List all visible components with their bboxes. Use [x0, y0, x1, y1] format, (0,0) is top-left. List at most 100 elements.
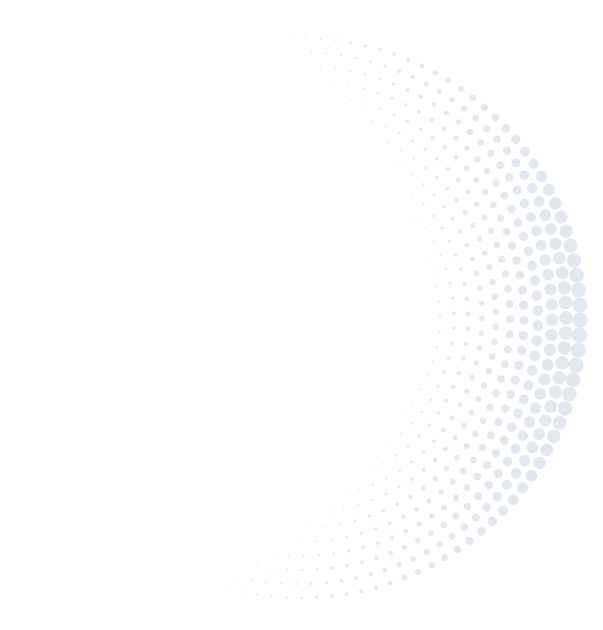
halftone-dot	[511, 158, 521, 168]
halftone-dot	[406, 445, 410, 448]
halftone-dot	[347, 549, 351, 553]
halftone-dot	[502, 456, 513, 467]
halftone-dot	[319, 37, 322, 40]
halftone-dot	[523, 379, 534, 391]
halftone-dot	[397, 69, 401, 73]
halftone-dot	[473, 201, 480, 208]
halftone-dot	[270, 595, 273, 598]
halftone-dot	[501, 124, 511, 133]
halftone-dot	[358, 489, 360, 492]
halftone-dot	[456, 370, 461, 376]
halftone-dot	[391, 82, 396, 86]
halftone-dot	[410, 173, 414, 176]
halftone-dot	[464, 242, 470, 248]
halftone-dot	[472, 430, 479, 438]
halftone-dot	[539, 209, 551, 221]
halftone-dot	[465, 311, 471, 316]
halftone-dot	[519, 455, 531, 467]
halftone-dot	[452, 311, 456, 315]
halftone-dot	[343, 493, 346, 496]
halftone-dot	[401, 412, 404, 415]
halftone-dot	[415, 537, 421, 544]
halftone-dot	[431, 439, 436, 444]
halftone-dot	[469, 256, 475, 262]
halftone-dot	[498, 255, 506, 263]
halftone-dot	[424, 227, 427, 230]
halftone-dot	[510, 443, 521, 454]
halftone-dot	[533, 456, 546, 470]
halftone-dot	[453, 454, 460, 461]
halftone-dot	[464, 145, 470, 152]
halftone-dot	[468, 409, 475, 416]
halftone-dot	[519, 170, 530, 181]
halftone-dot	[498, 505, 509, 516]
halftone-dot	[417, 434, 421, 438]
halftone-dot	[535, 239, 547, 251]
halftone-dot	[430, 135, 435, 140]
halftone-dot	[406, 57, 411, 62]
halftone-dot	[454, 197, 459, 203]
halftone-dot	[432, 476, 438, 482]
halftone-dot	[265, 580, 268, 583]
halftone-dot	[439, 253, 442, 256]
halftone-dot	[419, 63, 425, 69]
halftone-dot	[371, 483, 374, 486]
halftone-dot	[437, 300, 441, 303]
halftone-dot	[395, 502, 400, 506]
halftone-dot	[469, 456, 477, 464]
halftone-dot	[505, 330, 514, 339]
halftone-dot	[473, 472, 482, 481]
halftone-dot	[324, 525, 327, 528]
halftone-dot	[447, 239, 452, 243]
halftone-dot	[489, 278, 496, 286]
halftone-dot	[513, 218, 523, 228]
halftone-dot	[423, 548, 430, 556]
halftone-dot	[347, 84, 350, 86]
halftone-dot	[368, 572, 373, 577]
halftone-dot	[440, 226, 444, 230]
halftone-dot	[441, 504, 448, 511]
halftone-dot	[473, 176, 480, 183]
halftone-dot	[524, 416, 535, 428]
halftone-dot	[405, 88, 410, 92]
halftone-dot	[531, 290, 543, 301]
halftone-dot	[480, 103, 489, 111]
halftone-dot	[514, 360, 524, 370]
halftone-dot	[449, 478, 456, 486]
halftone-dot	[396, 562, 402, 568]
halftone-dot	[342, 508, 345, 511]
halftone-dot	[555, 266, 569, 280]
halftone-dot	[453, 154, 459, 160]
halftone-dot	[445, 77, 451, 84]
halftone-dot	[388, 550, 393, 556]
halftone-dot	[432, 214, 435, 218]
halftone-dot	[387, 521, 392, 526]
halftone-dot	[376, 91, 380, 95]
halftone-dot	[519, 300, 529, 310]
halftone-dot	[300, 541, 303, 543]
halftone-dot	[500, 191, 509, 200]
halftone-dot	[518, 330, 528, 341]
halftone-dot	[474, 271, 479, 276]
halftone-dot	[477, 139, 485, 146]
halftone-dot	[486, 403, 494, 411]
halftone-dot	[486, 264, 493, 271]
halftone-dot	[447, 356, 451, 360]
halftone-dot	[565, 372, 581, 388]
halftone-dot	[451, 384, 456, 390]
halftone-dot	[533, 428, 546, 441]
halftone-dot	[549, 237, 562, 250]
halftone-dot	[418, 94, 423, 99]
halftone-dot	[529, 275, 541, 286]
halftone-dot	[382, 567, 388, 573]
halftone-dot	[359, 560, 364, 565]
halftone-dot	[544, 400, 558, 413]
halftone-dot	[491, 293, 499, 300]
halftone-dot	[226, 587, 229, 590]
halftone-dot	[491, 338, 498, 346]
halftone-dot	[510, 467, 522, 479]
halftone-dot	[434, 156, 439, 161]
halftone-dot	[532, 320, 544, 331]
halftone-dot	[429, 117, 434, 122]
halftone-dot	[469, 94, 477, 102]
